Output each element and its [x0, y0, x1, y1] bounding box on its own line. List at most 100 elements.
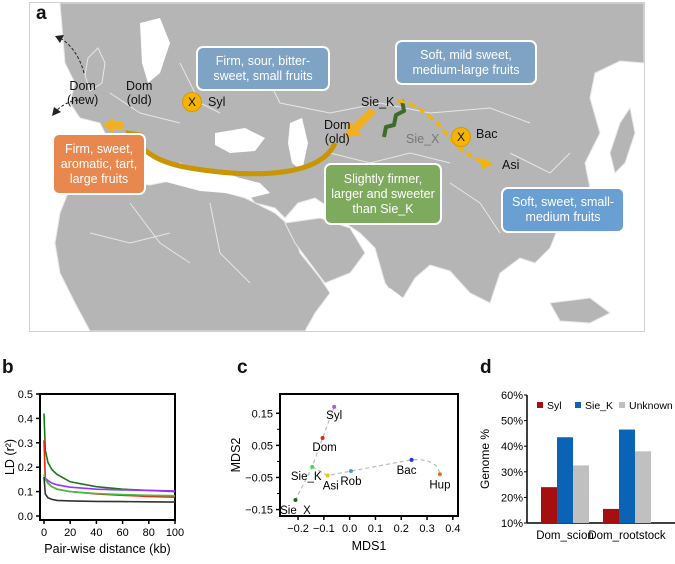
- label-asi: Asi: [502, 158, 520, 172]
- y-axis-label: Genome %: [478, 429, 492, 489]
- y-tick-label: 10%: [501, 518, 523, 530]
- point-label-bac: Bac: [397, 465, 417, 477]
- x-tick-label: 0.2: [394, 523, 409, 535]
- panel-label-c: c: [237, 357, 248, 378]
- arrow-to-dom-new: [103, 118, 124, 133]
- japan-landmass: [609, 106, 636, 174]
- label-dom-old-asia: Dom (old): [324, 118, 351, 146]
- y-tick-label: 50%: [501, 416, 523, 428]
- point-hup: [437, 472, 442, 477]
- domestication-map: Dom (new) Dom (old) X Syl Sie_K Dom (old…: [29, 2, 645, 332]
- point-syl: [332, 404, 337, 409]
- bar-syl-dom_rootstock: [603, 508, 619, 523]
- callout-syl-fruit: Firm, sour, bitter- sweet, small fruits: [196, 46, 330, 91]
- y-tick-label: 0.5: [18, 389, 33, 401]
- bar-unknown-dom_rootstock: [635, 451, 651, 523]
- label-sie-k: Sie_K: [361, 95, 395, 109]
- legend-swatch-syl: [537, 402, 543, 408]
- ld-line-black: [43, 476, 176, 503]
- x-axis-label: MDS1: [352, 539, 387, 553]
- ld-decay-chart: 0.0 0.1 0.2 0.3 0.4 0.5 0 20 40 60 80 100 Pair-wise …: [3, 389, 184, 556]
- bar-unknown-dom_scion: [573, 465, 589, 523]
- black-sea: [215, 128, 265, 153]
- legend-label-sie_k: Sie_K: [585, 400, 613, 412]
- point-label-dom: Dom: [312, 442, 336, 454]
- dashed-arrow-north-head: [55, 35, 64, 43]
- x-tick-label: 100: [166, 527, 184, 539]
- x-axis-label: Pair-wise distance (kb): [44, 542, 170, 556]
- bar-syl-dom_scion: [541, 487, 557, 523]
- x-tick-label: 0: [41, 527, 47, 539]
- trajectory-line: [294, 406, 335, 501]
- caspian-sea: [288, 118, 308, 171]
- ld-line-purple: [43, 474, 176, 492]
- dashed-path-sie-k-to-asi: [397, 99, 486, 165]
- extinct-marker-bac: X: [451, 127, 471, 147]
- y-tick-label: 30%: [501, 467, 523, 479]
- y-tick-label: 60%: [501, 390, 523, 402]
- y-tick-label: 0.1: [18, 487, 33, 499]
- extinct-marker-syl: X: [182, 92, 202, 112]
- panel-label-b: b: [2, 357, 14, 378]
- bar-sie_k-dom_rootstock: [619, 429, 635, 523]
- legend-swatch-unknown: [619, 402, 625, 408]
- y-tick-label: 0.0: [18, 511, 33, 523]
- point-sie_k: [310, 464, 315, 469]
- y-tick-label: −0.15: [245, 505, 273, 517]
- indonesia-landmass: [549, 297, 611, 324]
- ld-line-lightgreen: [43, 474, 176, 497]
- y-axis-label: MDS2: [229, 438, 243, 473]
- y-tick-label: 0.2: [18, 462, 33, 474]
- x-tick-label: 0.1: [368, 523, 383, 535]
- label-dom-old-europe: Dom (old): [126, 79, 153, 107]
- legend-label-syl: Syl: [547, 400, 562, 412]
- x-tick-label: 60: [116, 527, 128, 539]
- point-label-hup: Hup: [429, 479, 450, 491]
- callout-dom-new-fruit: Firm, sweet, aromatic, tart, large fruit…: [52, 133, 146, 195]
- label-syl: Syl: [208, 95, 226, 109]
- x-tick-label: 0.3: [419, 523, 434, 535]
- y-tick-label: 0.3: [18, 438, 33, 450]
- point-rob: [348, 469, 353, 474]
- plot-frame: [39, 393, 176, 521]
- bar-sie_k-dom_scion: [557, 437, 573, 523]
- dashed-arrow-north: [59, 37, 85, 74]
- x-category-label: Dom_rootstock: [588, 530, 666, 542]
- trajectory-line: [311, 459, 441, 477]
- x-tick-label: 20: [64, 527, 76, 539]
- point-sie_x: [293, 497, 298, 502]
- genome-percent-chart: 10% 20% 30% 40% 50% 60% Genome % Dom_scionDom_r…: [478, 390, 675, 542]
- y-tick-label: 0.4: [18, 413, 33, 425]
- britain-landmass: [84, 47, 106, 92]
- x-tick-label: −0.1: [313, 523, 335, 535]
- legend-label-unknown: Unknown: [629, 400, 673, 412]
- indian-ocean: [370, 288, 480, 331]
- y-tick-label: 0.15: [252, 408, 273, 420]
- callout-dom-old-fruit: Slightly firmer, larger and sweeter than…: [324, 163, 442, 225]
- ld-line-darkgreen: [43, 413, 176, 493]
- y-axis-label: LD (r²): [3, 439, 17, 475]
- arc-arrow-asia-to-europe: [133, 138, 338, 177]
- panel-label-d: d: [480, 357, 492, 378]
- label-dom-new: Dom (new): [67, 79, 99, 107]
- point-label-syl: Syl: [326, 410, 342, 422]
- mediterranean-sea: [105, 151, 270, 198]
- plot-frame: [279, 393, 459, 517]
- x-tick-label: 0.0: [342, 523, 357, 535]
- point-bac: [409, 457, 414, 462]
- point-label-sie_x: Sie_X: [280, 505, 311, 517]
- label-bac: Bac: [476, 127, 498, 141]
- sie-x-region: [382, 99, 406, 138]
- dashed-arrow-west-head: [52, 107, 61, 116]
- point-dom: [320, 435, 325, 440]
- legend-swatch-sie_k: [575, 402, 581, 408]
- y-tick-label: 20%: [501, 492, 523, 504]
- x-tick-label: 80: [143, 527, 155, 539]
- panel-label-a: a: [36, 3, 47, 24]
- baltic-sea: [140, 18, 170, 83]
- dashed-path-arrowhead: [482, 158, 493, 169]
- mds-chart: −0.15 −0.05 0.05 0.15 −0.2 −0.1 0.0 0.1 0.2 0.3 0.…: [229, 393, 460, 553]
- callout-sie-k-fruit: Soft, mild sweet, medium-large fruits: [395, 40, 537, 85]
- label-sie-x: Sie_X: [406, 132, 440, 146]
- callout-asi-fruit: Soft, sweet, small- medium fruits: [501, 187, 625, 233]
